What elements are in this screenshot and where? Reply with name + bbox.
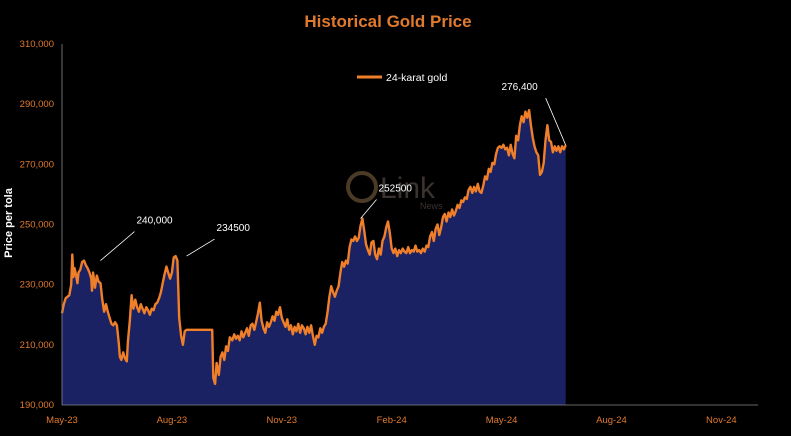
y-tick-label: 230,000 xyxy=(20,280,54,291)
watermark-text: Link xyxy=(380,172,436,205)
x-tick-label: Aug-24 xyxy=(596,415,627,426)
x-tick-label: Feb-24 xyxy=(377,415,407,426)
annotation-label: 234500 xyxy=(217,223,251,234)
annotation-label: 276,400 xyxy=(502,82,539,93)
y-axis: 190,000 210,000 230,000 250,000 270,000 290,0… xyxy=(20,39,63,411)
x-tick-label: Nov-23 xyxy=(266,415,297,426)
annotation-leader xyxy=(545,97,567,146)
y-tick-label: 310,000 xyxy=(20,39,54,50)
y-tick-label: 290,000 xyxy=(20,99,54,110)
x-tick-label: May-23 xyxy=(46,415,78,426)
plot-area xyxy=(60,109,567,405)
y-tick-label: 270,000 xyxy=(20,159,54,170)
series-line-0 xyxy=(60,109,567,386)
watermark-logo: Link News xyxy=(346,171,443,211)
annotation-leader xyxy=(360,199,377,219)
y-tick-label: 210,000 xyxy=(20,340,54,351)
legend-label: 24-karat gold xyxy=(386,72,447,84)
y-tick-label: 190,000 xyxy=(20,400,54,411)
watermark-subtext: News xyxy=(420,201,443,211)
annotation-label: 240,000 xyxy=(136,216,173,227)
annotation-leader xyxy=(100,231,135,261)
x-tick-label: May-24 xyxy=(486,415,518,426)
x-tick-label: Nov-24 xyxy=(706,415,737,426)
x-tick-label: Aug-23 xyxy=(157,415,188,426)
series-area-0 xyxy=(62,110,566,405)
annotation-leader xyxy=(186,238,215,257)
annotation-label: 252500 xyxy=(379,183,413,194)
annotations: 240,000 234500 252500 276,400 xyxy=(100,82,567,261)
watermark-ring-icon xyxy=(346,171,378,203)
chart-title: Historical Gold Price xyxy=(304,12,471,31)
y-tick-label: 250,000 xyxy=(20,220,54,231)
legend: 24-karat gold xyxy=(357,72,447,84)
y-axis-label: Price per tola xyxy=(3,187,15,258)
x-axis: May-23 Aug-23 Nov-23 Feb-24 May-24 Aug-24 Nov-… xyxy=(46,404,758,426)
